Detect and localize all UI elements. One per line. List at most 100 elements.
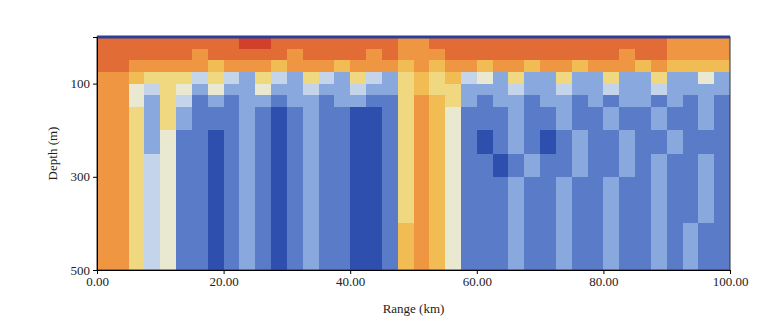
heat-cell (224, 130, 240, 154)
heat-cell (319, 223, 335, 270)
heat-cell (429, 60, 445, 72)
heat-cell (303, 223, 319, 270)
heat-cell (698, 95, 714, 107)
heat-cell (350, 60, 366, 72)
x-tick-label: 60.00 (463, 274, 492, 289)
y-tick: 300 (71, 169, 98, 184)
heat-cell (144, 49, 160, 61)
heat-cell (556, 37, 572, 49)
heat-cell (129, 49, 145, 61)
heat-cell (350, 84, 366, 96)
heat-cell (334, 130, 350, 154)
heat-cell (224, 154, 240, 178)
heat-cell (635, 95, 651, 107)
heat-cell (319, 49, 335, 61)
heat-cell (414, 107, 430, 131)
x-axis: 0.0020.0040.0060.0080.00100.00 (86, 270, 748, 289)
heat-cell (572, 154, 588, 178)
heat-cell (540, 84, 556, 96)
heat-cell (414, 95, 430, 107)
heat-cell (493, 107, 509, 131)
heat-cell (429, 177, 445, 224)
heat-cell (493, 49, 509, 61)
heat-cell (398, 49, 414, 61)
heat-cell (239, 154, 255, 178)
heat-cell (398, 154, 414, 178)
heat-cell (572, 177, 588, 224)
heat-cell (572, 60, 588, 72)
heat-cell (698, 49, 714, 61)
heat-cell (477, 107, 493, 131)
heat-cell (192, 130, 208, 154)
heat-cell (192, 49, 208, 61)
heat-cell (603, 37, 619, 49)
heat-cell (556, 177, 572, 224)
heat-cell (176, 37, 192, 49)
heat-cell (97, 37, 113, 49)
heat-cell (651, 177, 667, 224)
heat-cell (461, 223, 477, 270)
heat-cell (508, 107, 524, 131)
heat-cell (239, 49, 255, 61)
heat-cell (176, 130, 192, 154)
heat-cell (192, 223, 208, 270)
heat-cell (714, 154, 730, 178)
heat-cell (176, 177, 192, 224)
heat-cell (461, 177, 477, 224)
heat-cell (287, 154, 303, 178)
heat-cell (97, 177, 113, 224)
heat-cell (698, 223, 714, 270)
heat-cell (366, 84, 382, 96)
y-axis-line (93, 38, 98, 271)
heat-cell (255, 177, 271, 224)
x-tick-label: 40.00 (336, 274, 365, 289)
y-tick-mark (93, 84, 97, 85)
heat-cell (382, 107, 398, 131)
heat-cell (588, 95, 604, 107)
x-tick: 20.00 (209, 270, 238, 289)
heat-cell (588, 154, 604, 178)
heat-cell (350, 130, 366, 154)
heat-cell (113, 72, 129, 84)
heat-cell (635, 60, 651, 72)
heat-cell (619, 84, 635, 96)
heat-cell (97, 84, 113, 96)
heat-cell (667, 154, 683, 178)
heat-cell (350, 37, 366, 49)
heat-cell (160, 49, 176, 61)
heat-cell (445, 95, 461, 107)
heat-cell (319, 95, 335, 107)
heat-cell (192, 84, 208, 96)
heat-cell (667, 49, 683, 61)
heat-cell (461, 84, 477, 96)
heat-cell (208, 60, 224, 72)
heat-cell (334, 84, 350, 96)
heat-cell (524, 130, 540, 154)
y-tick-label: 500 (71, 263, 91, 278)
heat-cell (208, 177, 224, 224)
heat-cell (129, 177, 145, 224)
heat-cell (714, 223, 730, 270)
heat-cell (239, 223, 255, 270)
heat-cell (303, 49, 319, 61)
y-tick-label: 300 (71, 169, 91, 184)
heat-cell (651, 95, 667, 107)
heat-cell (635, 107, 651, 131)
heat-cell (603, 223, 619, 270)
heat-cell (144, 60, 160, 72)
heat-cell (588, 49, 604, 61)
heat-cell (493, 60, 509, 72)
heat-cell (129, 130, 145, 154)
heat-cell (556, 154, 572, 178)
heat-cell (635, 130, 651, 154)
heat-cell (97, 95, 113, 107)
heat-cell (651, 60, 667, 72)
heat-cell (129, 84, 145, 96)
heat-cell (239, 107, 255, 131)
heat-cell (603, 107, 619, 131)
heat-cell (382, 95, 398, 107)
heat-cell (429, 154, 445, 178)
heat-cell (176, 107, 192, 131)
heat-cell (667, 107, 683, 131)
heat-cell (588, 223, 604, 270)
